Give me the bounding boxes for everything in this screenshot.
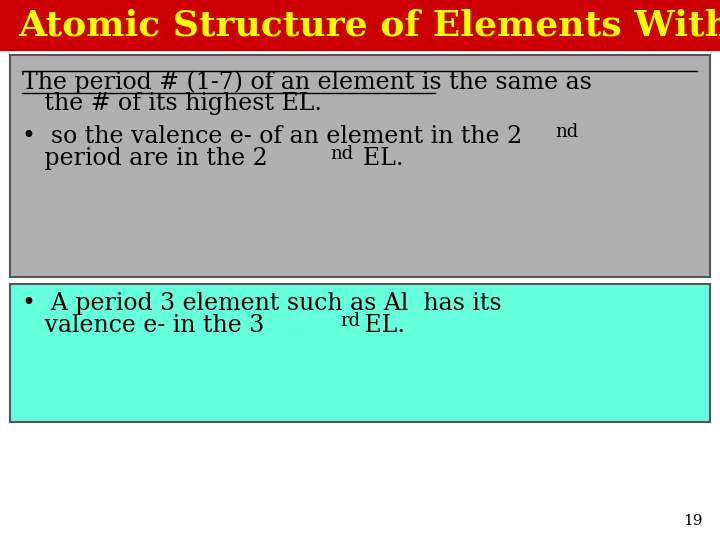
FancyBboxPatch shape: [0, 0, 720, 50]
Text: EL.: EL.: [357, 314, 405, 337]
Text: rd: rd: [340, 312, 360, 330]
Text: Atomic Structure of Elements Within a P: Atomic Structure of Elements Within a P: [18, 8, 720, 42]
Text: valence e- in the 3: valence e- in the 3: [22, 314, 264, 337]
Text: •  A period 3 element such as Al  has its: • A period 3 element such as Al has its: [22, 292, 502, 315]
Text: the # of its highest EL.: the # of its highest EL.: [22, 92, 322, 115]
Text: •  so the valence e- of an element in the 2: • so the valence e- of an element in the…: [22, 125, 522, 148]
FancyBboxPatch shape: [10, 284, 710, 422]
Text: 19: 19: [683, 514, 703, 528]
Text: nd: nd: [330, 145, 354, 163]
Text: The period # (1-7) of an element is the same as: The period # (1-7) of an element is the …: [22, 70, 592, 93]
FancyBboxPatch shape: [10, 55, 710, 277]
Text: EL.: EL.: [348, 147, 403, 170]
Text: nd: nd: [555, 123, 578, 141]
Text: period are in the 2: period are in the 2: [22, 147, 268, 170]
